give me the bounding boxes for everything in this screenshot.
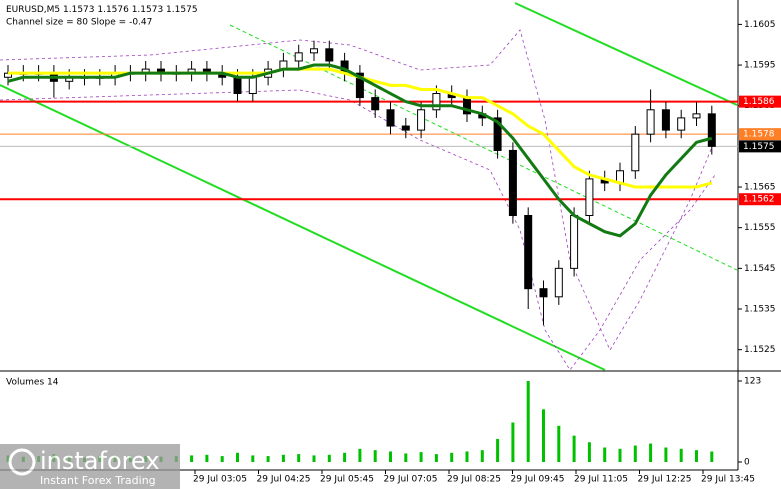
volume-title: Volumes 14 bbox=[6, 378, 59, 388]
x-tick-label: 29 Jul 07:05 bbox=[384, 475, 438, 485]
candle-body bbox=[248, 76, 257, 95]
candle-body bbox=[325, 48, 334, 62]
symbol: EURUSD,M5 bbox=[6, 5, 60, 15]
y-tick-label: 1.1605 bbox=[744, 20, 776, 30]
watermark: instaforex Instant Forex Trading bbox=[0, 444, 180, 489]
current-price-label: 1.1575 bbox=[743, 142, 775, 152]
y-tick-label: 1.1545 bbox=[744, 264, 776, 274]
level-label-bg bbox=[739, 128, 781, 141]
watermark-logo bbox=[8, 448, 36, 476]
candle-body bbox=[661, 109, 670, 131]
x-tick-label: 29 Jul 04:25 bbox=[257, 475, 311, 485]
x-tick-label: 29 Jul 08:25 bbox=[447, 475, 501, 485]
candle-body bbox=[310, 48, 318, 54]
y-tick-label: 1.1595 bbox=[744, 61, 776, 71]
y-tick-label: 1.1565 bbox=[744, 183, 776, 193]
candle-body bbox=[233, 76, 242, 95]
candle-body bbox=[493, 117, 502, 151]
current-price-bg bbox=[739, 140, 781, 153]
candle-body bbox=[539, 288, 548, 298]
volume-tick-label: 123 bbox=[744, 377, 761, 387]
x-tick-label: 29 Jul 05:45 bbox=[320, 475, 374, 485]
candle-body bbox=[585, 178, 594, 216]
candle-body bbox=[401, 125, 410, 131]
candle-body bbox=[707, 113, 716, 147]
x-tick-label: 29 Jul 11:05 bbox=[574, 475, 628, 485]
y-tick-label: 1.1525 bbox=[744, 345, 776, 355]
indicator-label: Channel size = 80 Slope = -0.47 bbox=[6, 18, 152, 28]
level-label: 1.1586 bbox=[743, 97, 775, 107]
moving-average bbox=[7, 63, 713, 238]
candle-body bbox=[631, 133, 640, 172]
candle-body bbox=[508, 149, 517, 216]
candle-body bbox=[570, 214, 579, 269]
candle-body bbox=[355, 72, 364, 99]
chart-title: EURUSD,M5 1.1573 1.1576 1.1573 1.1575 bbox=[6, 5, 198, 15]
candle-body bbox=[524, 214, 533, 290]
y-tick-label: 1.1535 bbox=[744, 305, 776, 315]
x-tick-label: 29 Jul 13:45 bbox=[701, 475, 755, 485]
level-label-bg bbox=[739, 95, 781, 108]
band-lower bbox=[0, 89, 716, 371]
x-tick-label: 29 Jul 03:05 bbox=[193, 475, 247, 485]
watermark-tagline: Instant Forex Trading bbox=[40, 474, 156, 487]
channel-upper bbox=[514, 2, 738, 106]
candle-body bbox=[386, 109, 395, 127]
candle-body bbox=[554, 267, 563, 298]
channel-lower bbox=[0, 84, 606, 371]
candle-body bbox=[692, 113, 701, 119]
candle-body bbox=[417, 109, 426, 131]
level-label-bg bbox=[739, 193, 781, 206]
candle-body bbox=[646, 109, 655, 135]
marks: 1.16051.15951.15851.15651.15551.15451.15… bbox=[0, 20, 781, 485]
ohlc: 1.1573 1.1576 1.1573 1.1575 bbox=[63, 5, 198, 15]
level-label: 1.1562 bbox=[743, 195, 775, 205]
watermark-brand: instaforex bbox=[40, 447, 160, 475]
band-upper bbox=[0, 29, 716, 351]
x-tick-label: 29 Jul 09:45 bbox=[511, 475, 565, 485]
candle-body bbox=[294, 52, 303, 62]
x-tick-label: 29 Jul 12:25 bbox=[638, 475, 692, 485]
candle-body bbox=[677, 117, 686, 131]
candle-body bbox=[432, 93, 441, 111]
level-label: 1.1578 bbox=[743, 130, 775, 140]
candle-body bbox=[371, 97, 380, 111]
y-tick-label: 1.1555 bbox=[744, 223, 776, 233]
volume-tick-label: 0 bbox=[744, 458, 750, 468]
